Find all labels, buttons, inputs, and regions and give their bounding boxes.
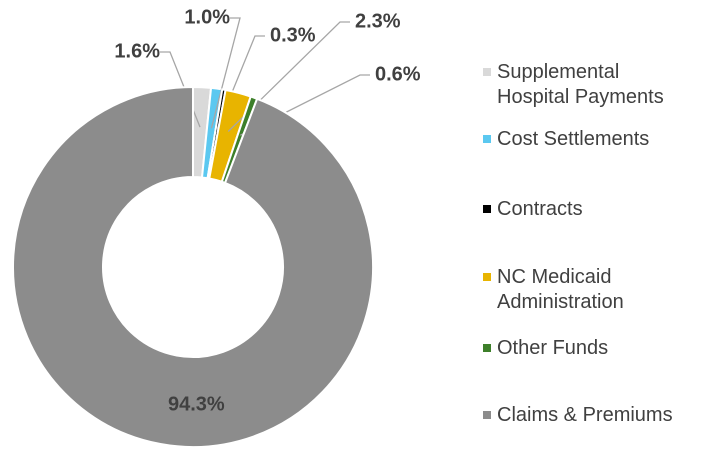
legend-swatch: [483, 135, 491, 143]
data-label: 0.3%: [270, 24, 316, 46]
data-label: 2.3%: [355, 10, 401, 32]
legend-swatch: [483, 411, 491, 419]
slice: [12, 85, 374, 448]
legend-swatch: [483, 344, 491, 352]
legend-swatch: [483, 205, 491, 213]
legend-swatch: [483, 68, 491, 76]
legend-swatch: [483, 273, 491, 281]
leader-line: [227, 21, 350, 132]
data-label: 0.6%: [375, 63, 421, 85]
legend-label: Supplemental Hospital Payments: [497, 61, 664, 108]
legend-label: Claims & Premiums: [497, 404, 673, 426]
legend-label: Other Funds: [497, 337, 609, 359]
legend-label: Cost Settlements: [497, 128, 650, 150]
legend-label: NC Medicaid Administration: [497, 266, 624, 313]
data-label: 94.3%: [168, 393, 225, 415]
legend-label: Contracts: [497, 198, 583, 220]
data-label: 1.0%: [184, 6, 230, 28]
data-label: 1.6%: [114, 40, 160, 62]
